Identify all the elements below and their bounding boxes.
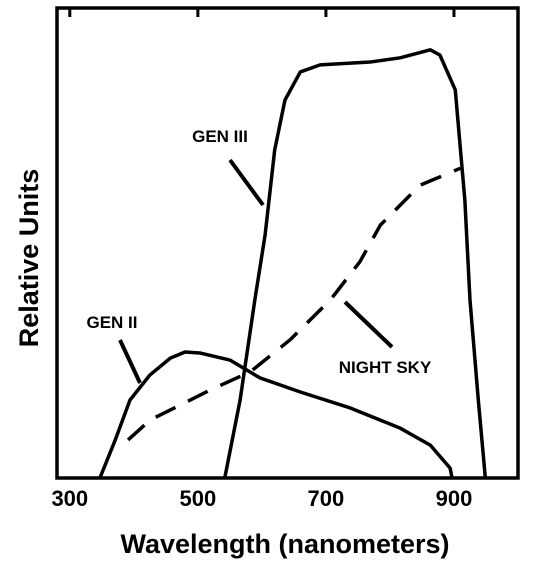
leader-line xyxy=(343,300,394,349)
x-tick-label: 900 xyxy=(436,486,473,511)
x-axis-label: Wavelength (nanometers) xyxy=(120,529,449,559)
series-line xyxy=(98,350,454,479)
series-label: GEN II xyxy=(86,313,137,332)
series-line xyxy=(223,48,488,479)
series-line xyxy=(126,166,462,442)
leader-line xyxy=(118,339,142,384)
series-label: GEN III xyxy=(192,127,248,146)
x-tick-label: 700 xyxy=(308,486,345,511)
x-tick-label: 300 xyxy=(51,486,88,511)
plot-frame xyxy=(55,6,520,480)
leader-line xyxy=(228,158,265,207)
series-label: NIGHT SKY xyxy=(339,358,432,377)
x-tick-label: 500 xyxy=(180,486,217,511)
y-axis-label: Relative Units xyxy=(14,169,44,348)
